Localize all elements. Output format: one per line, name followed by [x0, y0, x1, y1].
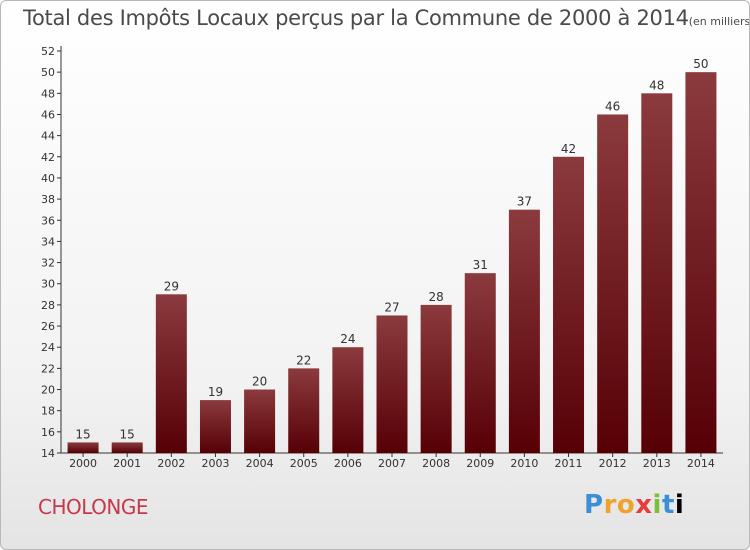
proxiti-logo[interactable]: Proxiti — [584, 490, 684, 520]
y-tick-label: 34 — [41, 235, 55, 248]
y-tick-label: 22 — [41, 362, 55, 375]
data-label: 42 — [561, 142, 576, 156]
y-tick-label: 50 — [41, 66, 55, 79]
y-tick-label: 30 — [41, 278, 55, 291]
x-tick-label: 2013 — [643, 457, 671, 470]
data-label: 20 — [252, 375, 267, 389]
y-tick-label: 46 — [41, 108, 55, 121]
x-tick-label: 2007 — [378, 457, 406, 470]
data-label: 27 — [384, 300, 399, 314]
logo-letter: r — [603, 490, 617, 520]
x-tick-label: 2003 — [201, 457, 229, 470]
y-tick-label: 28 — [41, 299, 55, 312]
data-label: 46 — [605, 99, 620, 113]
x-tick-label: 2002 — [157, 457, 185, 470]
x-axis: 2000 2001 2002 2003 2004 2005 2006 2007 2008 2009… — [61, 452, 723, 470]
data-label: 19 — [208, 385, 223, 399]
y-tick-label: 16 — [41, 426, 55, 439]
x-tick-label: 2001 — [113, 457, 141, 470]
logo-letter: P — [584, 490, 604, 520]
bar-2003 — [199, 400, 231, 453]
bars: 15 15 29 19 20 22 24 27 28 31 37 42 46 48 50 — [67, 57, 717, 453]
bar-2007 — [376, 315, 408, 453]
y-tick-label: 44 — [41, 130, 55, 143]
y-axis: 14 16 18 20 22 24 26 28 30 32 34 36 38 40 42 44 46 48 50 52 — [41, 45, 62, 460]
bar-2009 — [464, 273, 496, 453]
data-label: 28 — [428, 290, 443, 304]
bar-2011 — [553, 156, 585, 453]
data-label: 15 — [120, 427, 135, 441]
y-tick-label: 24 — [41, 341, 55, 354]
logo-letter: t — [661, 490, 675, 520]
bar-2004 — [244, 389, 276, 453]
bar-2002 — [155, 294, 187, 453]
data-label: 24 — [340, 332, 355, 346]
bar-2012 — [597, 114, 629, 453]
y-tick-label: 26 — [41, 320, 55, 333]
data-label: 15 — [75, 427, 90, 441]
data-label: 50 — [693, 57, 708, 71]
chart-title-main: Total des Impôts Locaux perçus par la Co… — [23, 6, 689, 30]
x-tick-label: 2006 — [334, 457, 362, 470]
y-tick-label: 18 — [41, 405, 55, 418]
bar-2000 — [67, 442, 99, 453]
logo-letter: o — [616, 490, 636, 520]
bar-2008 — [420, 304, 452, 453]
data-label: 48 — [649, 78, 664, 92]
y-tick-label: 32 — [41, 257, 55, 270]
y-tick-label: 14 — [41, 447, 55, 460]
bar-2001 — [111, 442, 143, 453]
bar-2010 — [508, 209, 540, 453]
x-tick-label: 2004 — [246, 457, 274, 470]
x-tick-label: 2010 — [510, 457, 538, 470]
logo-letter: i — [674, 490, 685, 520]
logo-letter: i — [652, 490, 662, 520]
y-tick-label: 48 — [41, 87, 55, 100]
bar-2005 — [288, 368, 320, 453]
data-label: 29 — [164, 279, 179, 293]
x-tick-label: 2009 — [466, 457, 494, 470]
data-label: 22 — [296, 353, 311, 367]
bar-2014 — [685, 72, 717, 453]
x-tick-label: 2012 — [599, 457, 627, 470]
y-tick-label: 42 — [41, 151, 55, 164]
y-tick-label: 36 — [41, 214, 55, 227]
data-label: 37 — [517, 195, 532, 209]
commune-name: CHOLONGE — [38, 495, 149, 519]
x-tick-label: 2005 — [290, 457, 318, 470]
bar-2013 — [641, 93, 673, 453]
y-tick-label: 52 — [41, 45, 55, 58]
chart-title-unit: (en milliers d'€) — [688, 15, 750, 28]
bar-2006 — [332, 347, 364, 453]
y-tick-label: 40 — [41, 172, 55, 185]
x-tick-label: 2014 — [687, 457, 715, 470]
chart-title: Total des Impôts Locaux perçus par la Co… — [23, 6, 750, 30]
y-tick-label: 38 — [41, 193, 55, 206]
x-tick-label: 2000 — [69, 457, 97, 470]
logo-letter: x — [635, 490, 653, 520]
y-tick-label: 20 — [41, 384, 55, 397]
data-label: 31 — [473, 258, 488, 272]
x-tick-label: 2011 — [555, 457, 583, 470]
x-tick-label: 2008 — [422, 457, 450, 470]
